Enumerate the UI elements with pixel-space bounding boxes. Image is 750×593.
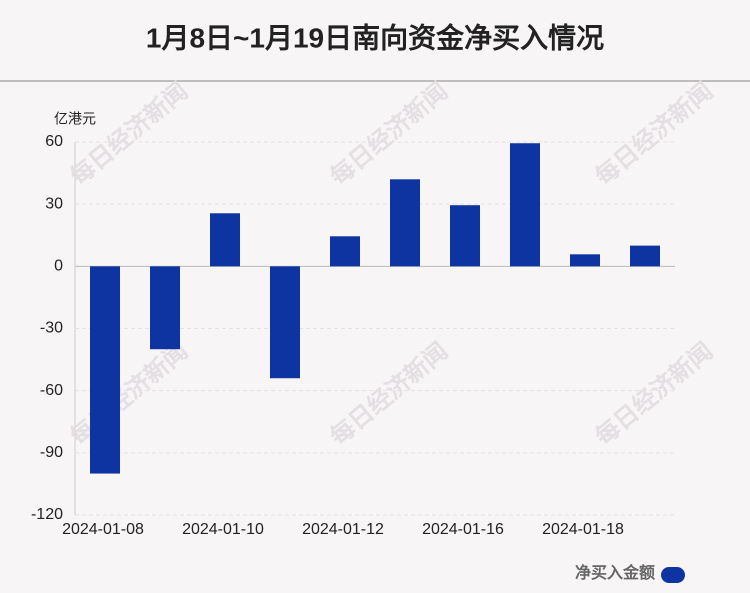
- y-tick-label: -120: [31, 506, 63, 523]
- y-tick-label: -30: [40, 320, 63, 337]
- bar: [150, 266, 180, 350]
- y-tick-label: 0: [54, 258, 63, 275]
- bar: [450, 205, 480, 267]
- y-tick-label: -90: [40, 444, 63, 461]
- y-tick-label: -60: [40, 382, 63, 399]
- chart-title: 1月8日~1月19日南向资金净买入情况: [146, 21, 604, 53]
- bar: [270, 266, 300, 379]
- bar: [90, 266, 120, 474]
- bar: [510, 143, 540, 267]
- x-tick-label: 2024-01-10: [182, 521, 264, 538]
- bar: [330, 236, 360, 267]
- x-tick-label: 2024-01-16: [422, 521, 504, 538]
- y-tick-label: 30: [45, 195, 63, 212]
- bar: [210, 213, 240, 267]
- x-tick-label: 2024-01-12: [302, 521, 384, 538]
- bar: [390, 179, 420, 267]
- legend-swatch: [661, 567, 685, 583]
- x-tick-label: 2024-01-18: [542, 521, 624, 538]
- legend-label: 净买入金额: [575, 563, 655, 582]
- bar: [630, 245, 660, 267]
- bar: [570, 254, 600, 267]
- y-axis-label: 亿港元: [54, 111, 96, 127]
- y-tick-label: 60: [45, 133, 63, 150]
- x-tick-label: 2024-01-08: [62, 521, 144, 538]
